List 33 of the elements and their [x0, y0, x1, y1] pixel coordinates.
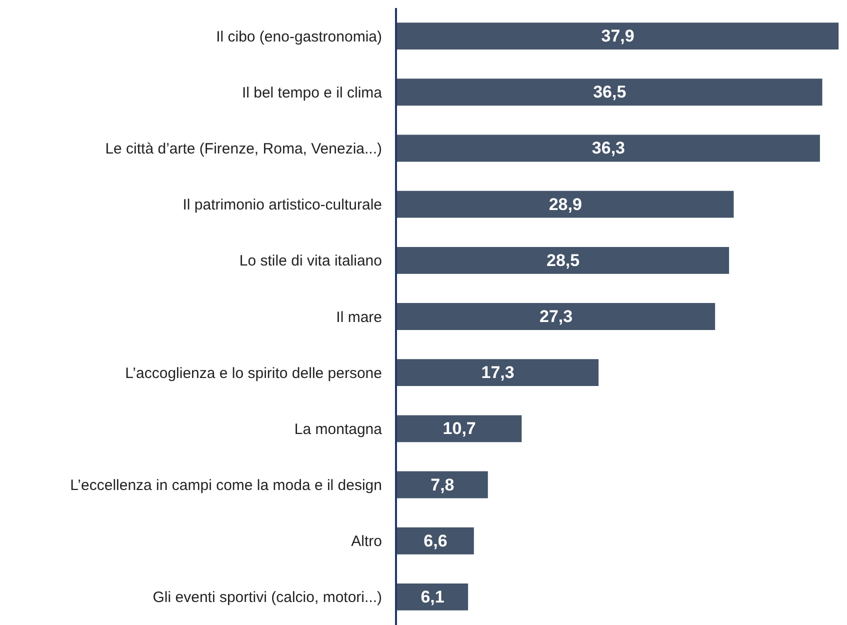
bar	[397, 78, 822, 106]
y-tick-label: L’eccellenza in campi come la moda e il design	[70, 477, 382, 494]
y-tick-label: Il bel tempo e il clima	[242, 84, 383, 102]
bar	[397, 303, 716, 330]
data-label: 10,7	[442, 419, 476, 438]
y-tick-label: Il cibo (eno-gastronomia)	[216, 28, 382, 46]
bar	[397, 359, 599, 386]
bar	[397, 415, 522, 442]
data-label: 17,3	[481, 363, 514, 382]
bar	[397, 134, 820, 162]
bar	[397, 190, 734, 218]
data-label: 36,3	[592, 138, 626, 158]
bar	[397, 246, 730, 274]
bar	[397, 527, 474, 554]
y-tick-label: Il mare	[336, 308, 382, 326]
data-label: 28,9	[548, 194, 582, 214]
y-tick-label: Il patrimonio artistico-culturale	[182, 196, 382, 214]
y-tick-label: L’accoglienza e lo spirito delle persone	[125, 364, 382, 382]
bar	[397, 583, 468, 610]
data-label: 36,5	[593, 82, 626, 102]
data-label: 28,5	[546, 250, 580, 270]
bar	[397, 22, 839, 50]
data-label: 6,1	[420, 587, 444, 606]
data-label: 27,3	[539, 307, 573, 326]
y-tick-label: Gli eventi sportivi (calcio, motori...)	[152, 589, 382, 606]
data-label: 6,6	[424, 531, 448, 550]
y-tick-label: Altro	[351, 533, 382, 550]
y-tick-label: Lo stile di vita italiano	[239, 252, 382, 270]
data-label: 7,8	[430, 475, 454, 494]
y-tick-label: La montagna	[294, 420, 383, 438]
data-label: 37,9	[601, 26, 634, 46]
y-tick-label: Le città d’arte (Firenze, Roma, Venezia...)	[105, 140, 382, 158]
bar	[397, 471, 488, 498]
